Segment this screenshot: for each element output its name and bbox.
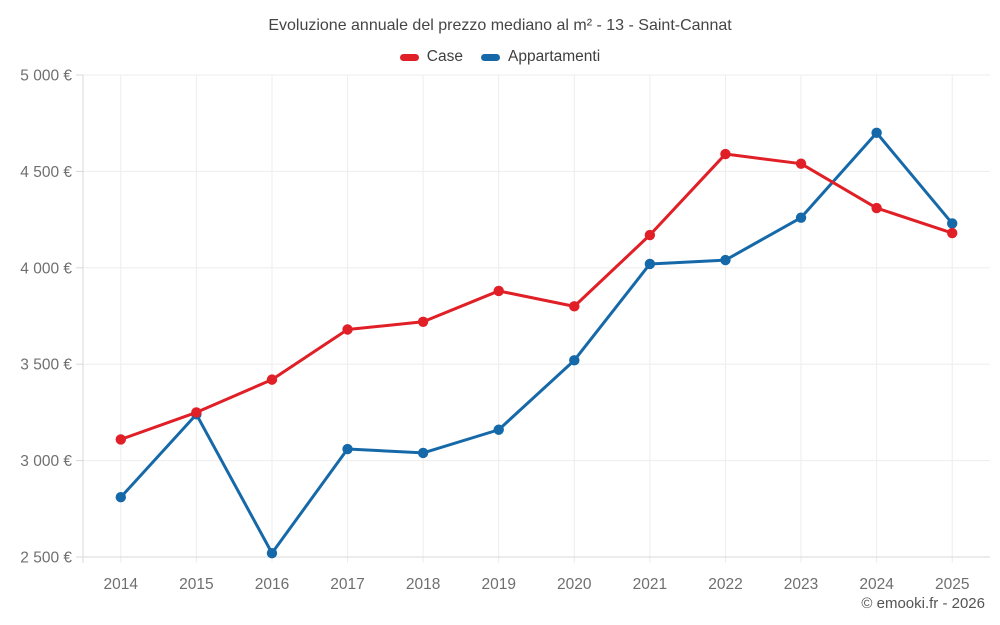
legend-swatch-appartamenti [480,53,500,61]
data-point-case-2015 [191,407,202,418]
data-point-appartamenti-2024 [871,127,882,139]
x-tick-label-2024: 2024 [859,576,894,593]
data-point-appartamenti-2021 [644,258,656,270]
data-point-case-2022 [720,148,731,160]
y-tick-label-3500: 3 500 € [20,357,72,374]
series-line-case [119,152,954,441]
x-tick-label-2015: 2015 [179,576,213,593]
data-point-appartamenti-2019 [493,424,504,435]
y-tick-label-3000: 3 000 € [20,453,72,470]
x-tick-label-2016: 2016 [255,576,289,593]
data-point-appartamenti-2014 [115,492,126,503]
data-point-case-2019 [493,285,504,297]
x-tick-label-2022: 2022 [708,576,742,593]
legend-label-case: Case [426,48,463,65]
data-point-case-2018 [417,316,429,327]
chart-title: Evoluzione annuale del prezzo mediano al… [268,17,732,34]
data-point-appartamenti-2023 [795,212,807,223]
x-tick-label-2018: 2018 [406,576,440,593]
y-tick-label-4000: 4 000 € [20,260,72,277]
data-point-case-2014 [115,434,126,445]
data-point-appartamenti-2020 [569,355,580,366]
data-point-case-2023 [795,158,807,169]
data-point-appartamenti-2018 [417,447,429,459]
legend-item-case[interactable]: Case [399,48,463,66]
x-tick-label-2020: 2020 [557,576,592,593]
legend-label-appartamenti: Appartamenti [507,48,601,65]
chart-legend: Case Appartamenti [0,48,1000,66]
data-point-appartamenti-2016 [266,547,278,559]
data-point-appartamenti-2022 [720,254,731,266]
x-tick-label-2025: 2025 [935,576,969,593]
legend-item-appartamenti[interactable]: Appartamenti [480,48,601,66]
x-tick-label-2021: 2021 [633,576,667,593]
data-point-case-2020 [569,301,580,312]
data-point-case-2017 [342,324,353,335]
data-point-case-2021 [644,229,656,241]
y-tick-label-4500: 4 500 € [20,164,72,181]
attribution: © emooki.fr - 2026 [861,595,985,612]
data-point-appartamenti-2025 [947,218,958,229]
legend-swatch-case [399,53,419,61]
data-point-case-2025 [947,227,958,239]
x-tick-label-2014: 2014 [104,576,139,593]
x-tick-label-2017: 2017 [330,576,364,593]
y-tick-label-5000: 5 000 € [20,68,72,85]
data-point-appartamenti-2017 [342,443,353,455]
data-point-case-2024 [871,202,882,214]
data-point-case-2016 [266,374,278,385]
x-tick-label-2023: 2023 [784,576,818,593]
x-tick-label-2019: 2019 [481,576,515,593]
y-tick-label-2500: 2 500 € [20,550,72,567]
series-line-appartamenti [119,131,954,555]
